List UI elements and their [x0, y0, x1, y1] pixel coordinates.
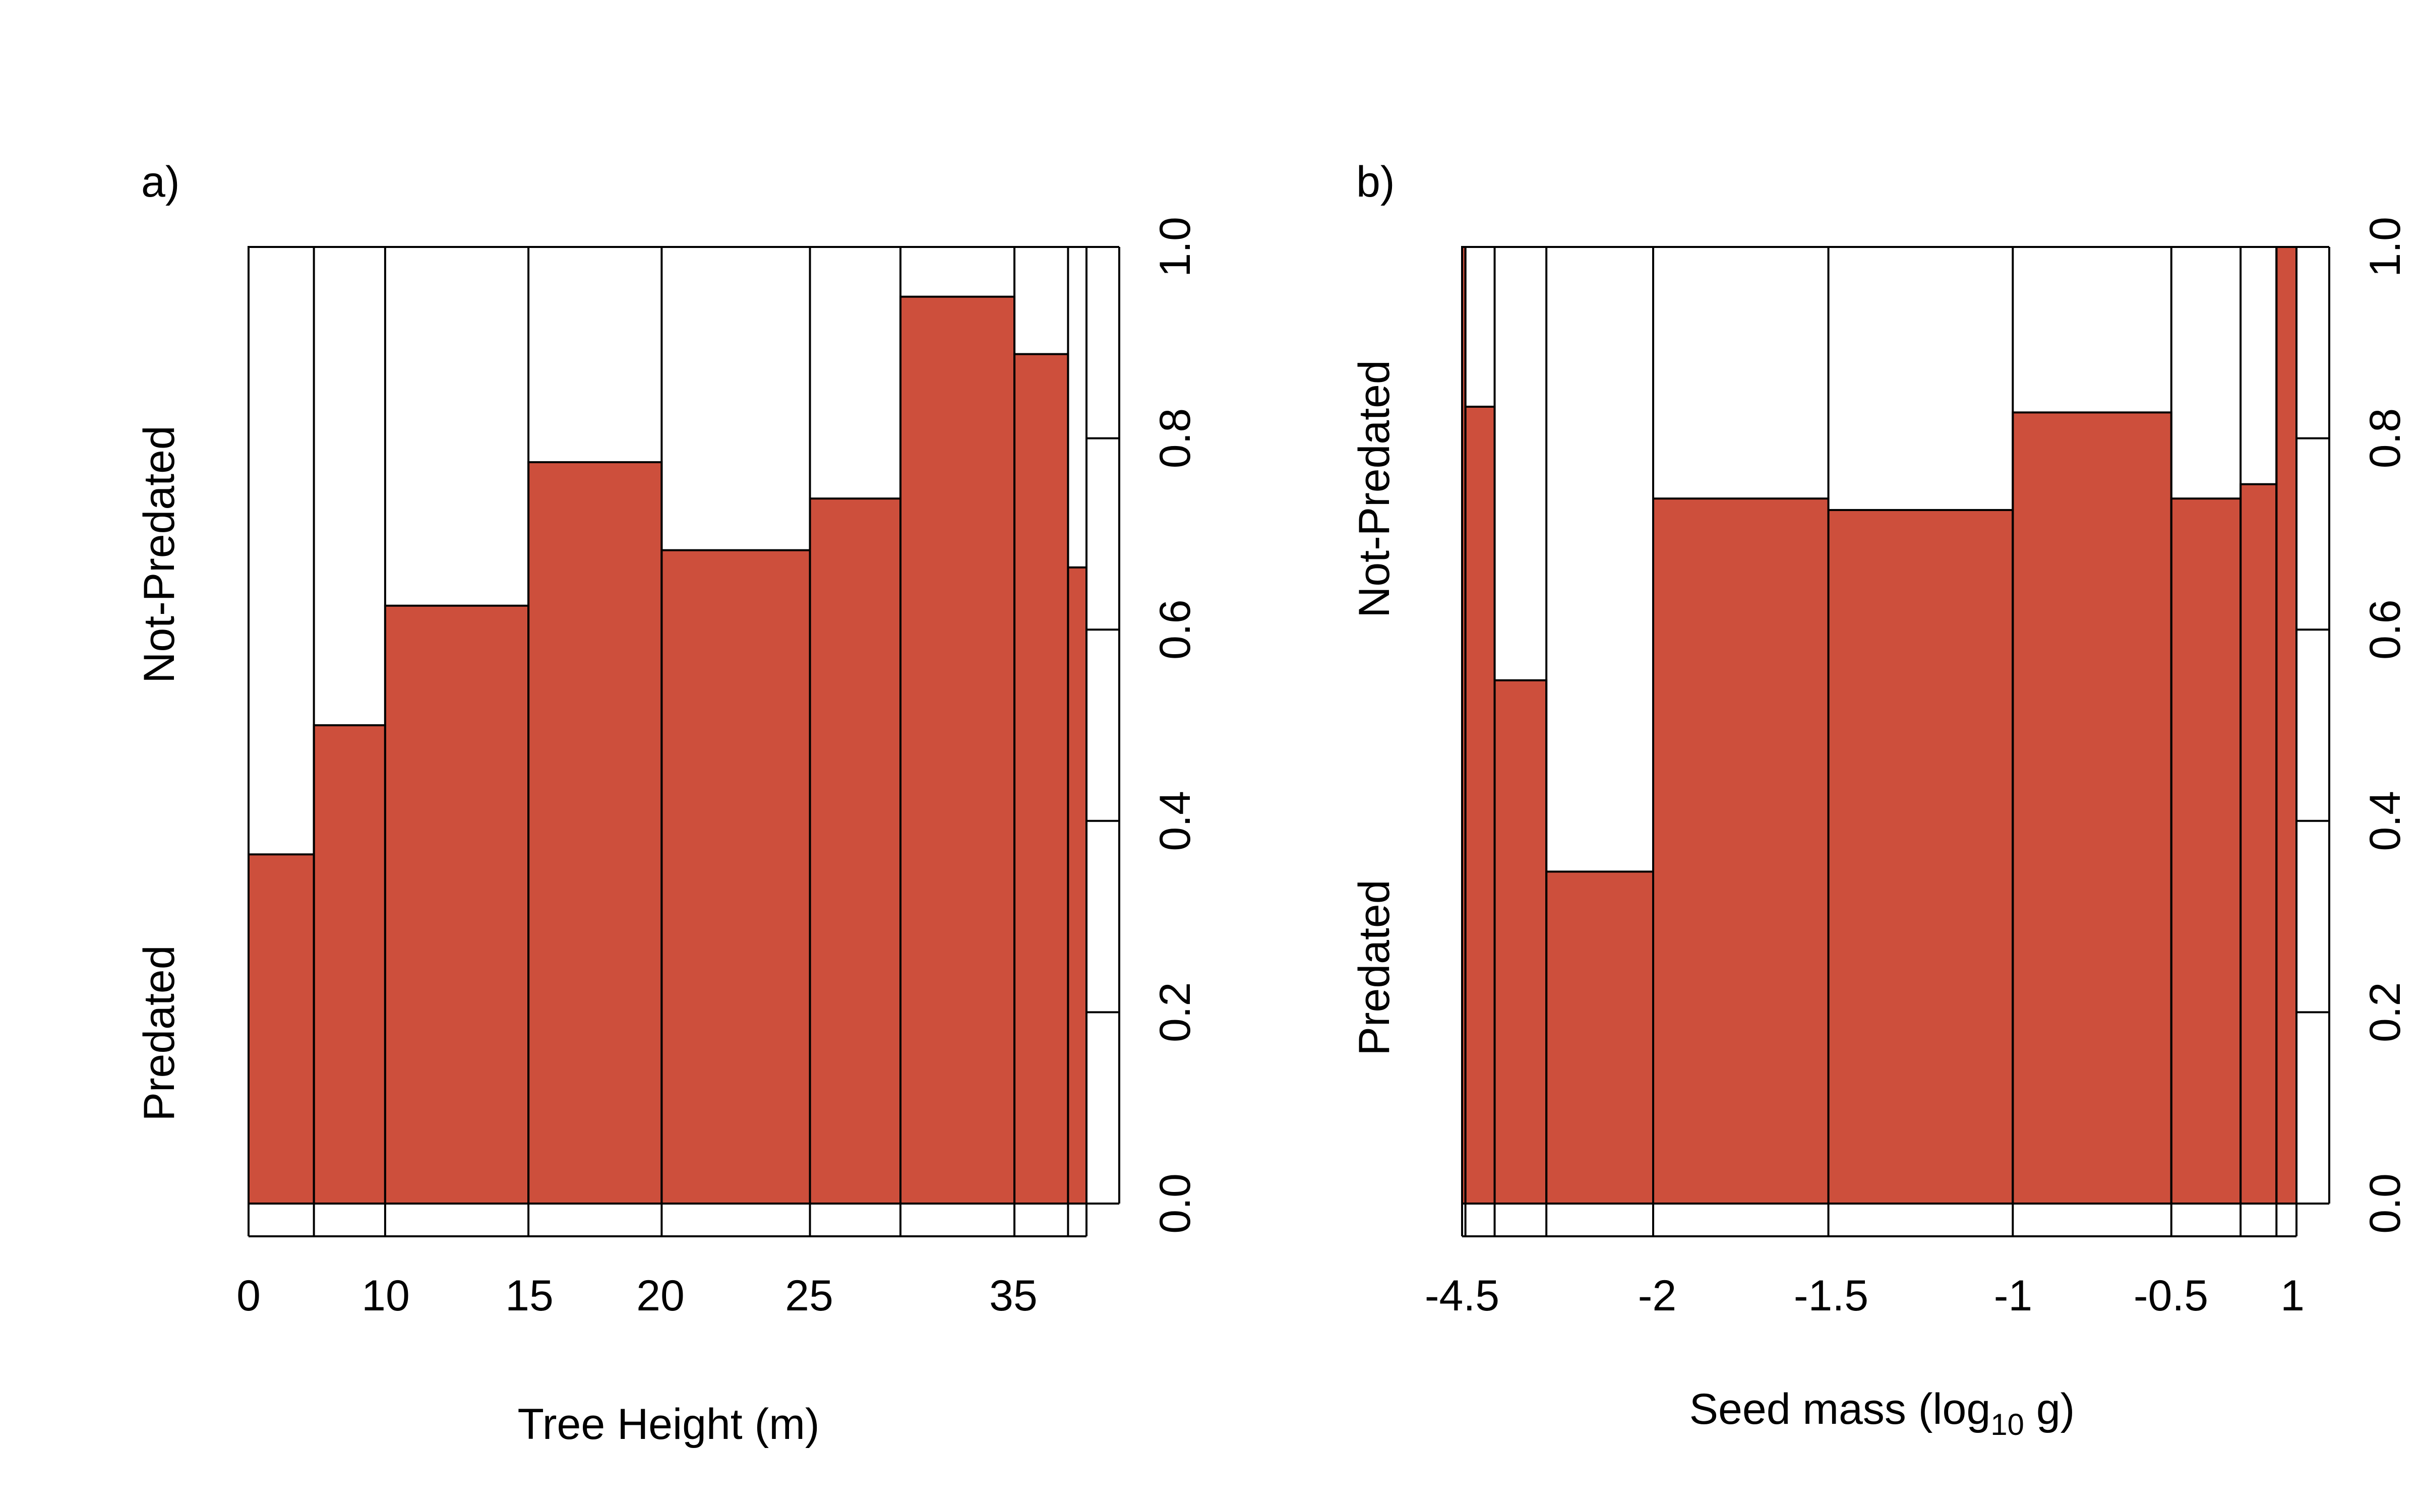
panel-a: a) Not-Predated Predated Tree Height (m)… — [135, 158, 1199, 1448]
panel-a-bar-6 — [899, 295, 1016, 1205]
panel-a-x-tick-label: 10 — [361, 1272, 410, 1320]
panel-a-bar-1 — [313, 724, 386, 1205]
panel-b-y-tick-label: 0.0 — [2361, 1173, 2409, 1234]
panel-b-xlabel-subscript: 10 — [1990, 1408, 2024, 1441]
panel-a-bar-7 — [1013, 353, 1069, 1205]
panel-a-xlabel: Tree Height (m) — [518, 1400, 820, 1448]
panel-a-bar-4 — [660, 549, 811, 1205]
panel-b-bar-3 — [1545, 870, 1654, 1205]
panel-b-bar-1 — [1464, 405, 1496, 1205]
panel-b-bar-7 — [2170, 497, 2242, 1205]
panel-a-y-tick-label: 0.6 — [1151, 599, 1199, 660]
panel-b-label: b) — [1356, 158, 1395, 206]
panel-b-bar-8 — [2240, 483, 2278, 1205]
panel-b-bar-5 — [1827, 509, 2014, 1205]
panel-b-frame — [1461, 246, 2297, 1205]
panel-b-xlabel-suffix: g) — [2024, 1385, 2075, 1433]
panel-b-xlabel: Seed mass (log10 g) — [1689, 1385, 2075, 1441]
panel-b-x-tick-label: -0.5 — [2134, 1272, 2208, 1320]
panel-b-x-tick-label: 1 — [2280, 1272, 2305, 1320]
panel-a-y-tick-label: 0.0 — [1151, 1173, 1199, 1234]
panel-b-ylabel-not-predated: Not-Predated — [1350, 360, 1399, 618]
panel-b-y-tick-label: 0.2 — [2361, 982, 2409, 1043]
panel-a-label: a) — [141, 158, 179, 206]
panel-a-bar-0 — [248, 853, 315, 1205]
panel-a-x-tick-label: 15 — [505, 1272, 554, 1320]
panel-b-y-tick-label: 1.0 — [2361, 217, 2409, 277]
panel-a-y-tick-label: 1.0 — [1151, 217, 1199, 277]
panel-b-x-tick-label: -4.5 — [1425, 1272, 1499, 1320]
panel-a-bar-2 — [384, 604, 530, 1205]
panel-b-x-tick-label: -1.5 — [1794, 1272, 1868, 1320]
panel-b-bar-4 — [1652, 497, 1830, 1205]
panel-a-x-tick-label: 20 — [636, 1272, 685, 1320]
panel-a-x-tick-label: 35 — [989, 1272, 1038, 1320]
panel-b-y-tick-label: 0.4 — [2361, 791, 2409, 851]
panel-a-ylabel-not-predated: Not-Predated — [135, 425, 184, 683]
panel-a-bar-5 — [809, 497, 902, 1205]
panel-a-x-tick-label: 25 — [785, 1272, 833, 1320]
panel-a-y-tick-label: 0.8 — [1151, 408, 1199, 469]
panel-b-y-tick-label: 0.6 — [2361, 599, 2409, 660]
panel-b-ylabel-predated: Predated — [1350, 879, 1399, 1055]
panel-a-bar-8 — [1067, 566, 1088, 1205]
panel-a-ylabel-predated: Predated — [135, 945, 184, 1121]
panel-b-y-tick-label: 0.8 — [2361, 408, 2409, 469]
panel-b-xlabel-main: Seed mass (log — [1689, 1385, 1991, 1433]
panel-b-bar-9 — [2275, 246, 2297, 1205]
panel-a-frame — [248, 246, 1087, 1205]
panel-b-x-tick-label: -2 — [1638, 1272, 1676, 1320]
panel-a-y-tick-label: 0.2 — [1151, 982, 1199, 1043]
panel-b-bar-2 — [1493, 679, 1548, 1205]
panel-b-bar-6 — [2012, 411, 2172, 1205]
panel-b-x-tick-label: -1 — [1994, 1272, 2032, 1320]
panel-a-y-tick-label: 0.4 — [1151, 791, 1199, 851]
panel-a-bar-3 — [527, 461, 663, 1205]
panel-a-x-tick-label: 0 — [236, 1272, 261, 1320]
panel-b: b) Not-Predated Predated Seed mass (log1… — [1350, 158, 2409, 1441]
